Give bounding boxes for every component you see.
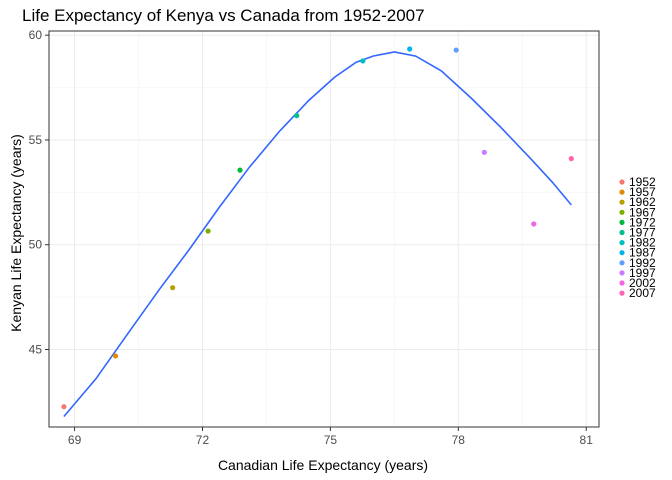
x-tick-label: 81	[580, 433, 594, 447]
data-point-1972	[237, 167, 243, 173]
data-point-2007	[568, 156, 574, 162]
legend-label-1987: 1987	[629, 246, 656, 260]
data-point-1982	[360, 58, 366, 64]
smoothed-trend-line	[63, 51, 572, 418]
y-tick-label: 60	[29, 28, 43, 42]
data-point-1967	[205, 228, 211, 234]
legend-label-1972: 1972	[629, 215, 656, 229]
legend: 1952195719621967197219771982198719921997…	[619, 175, 656, 300]
y-tick-label: 50	[29, 238, 43, 252]
legend-key-1987	[619, 250, 625, 256]
legend-label-1982: 1982	[629, 236, 656, 250]
y-tick-label: 45	[29, 342, 43, 356]
legend-key-1962	[619, 199, 625, 205]
legend-key-1977	[619, 229, 625, 236]
legend-key-1957	[619, 189, 625, 195]
legend-label-2002: 2002	[629, 276, 656, 290]
x-tick-label: 69	[68, 433, 82, 447]
legend-key-2002	[619, 280, 625, 286]
legend-label-1977: 1977	[629, 226, 656, 240]
data-points	[61, 46, 574, 410]
chart-title: Life Expectancy of Kenya vs Canada from …	[22, 6, 425, 25]
x-tick-label: 72	[196, 433, 210, 447]
x-tick-label: 78	[452, 433, 466, 447]
legend-label-1967: 1967	[629, 205, 656, 219]
legend-key-1952	[619, 179, 625, 185]
plot-panel-border	[48, 30, 600, 428]
legend-key-1992	[619, 260, 625, 266]
data-point-2002	[531, 221, 537, 227]
data-point-1987	[407, 46, 413, 52]
data-point-1957	[112, 353, 119, 359]
legend-label-1962: 1962	[629, 195, 656, 209]
legend-key-1972	[619, 219, 625, 225]
data-point-1992	[453, 47, 459, 53]
legend-label-1992: 1992	[629, 256, 656, 270]
data-point-1977	[294, 113, 300, 119]
data-point-1997	[481, 149, 487, 155]
legend-label-1952: 1952	[629, 175, 656, 189]
x-axis-ticks: 69 72 75 78 81	[68, 427, 593, 447]
legend-label-1997: 1997	[629, 266, 656, 280]
trend-line-layer	[63, 51, 572, 418]
legend-key-1982	[619, 240, 625, 246]
data-point-1952	[61, 404, 67, 410]
grid-lines	[49, 31, 599, 427]
x-tick-label: 75	[324, 433, 338, 447]
y-axis-title: Kenyan Life Expectancy (years)	[8, 134, 24, 332]
legend-key-1967	[619, 209, 625, 215]
legend-key-1997	[619, 270, 625, 276]
legend-label-2007: 2007	[629, 286, 656, 300]
legend-key-2007	[619, 290, 625, 296]
y-tick-label: 55	[29, 133, 43, 147]
data-point-1962	[170, 285, 176, 291]
y-axis-ticks: 45 50 55 60	[29, 28, 49, 356]
x-axis-title: Canadian Life Expectancy (years)	[218, 457, 428, 473]
legend-label-1957: 1957	[629, 185, 656, 199]
